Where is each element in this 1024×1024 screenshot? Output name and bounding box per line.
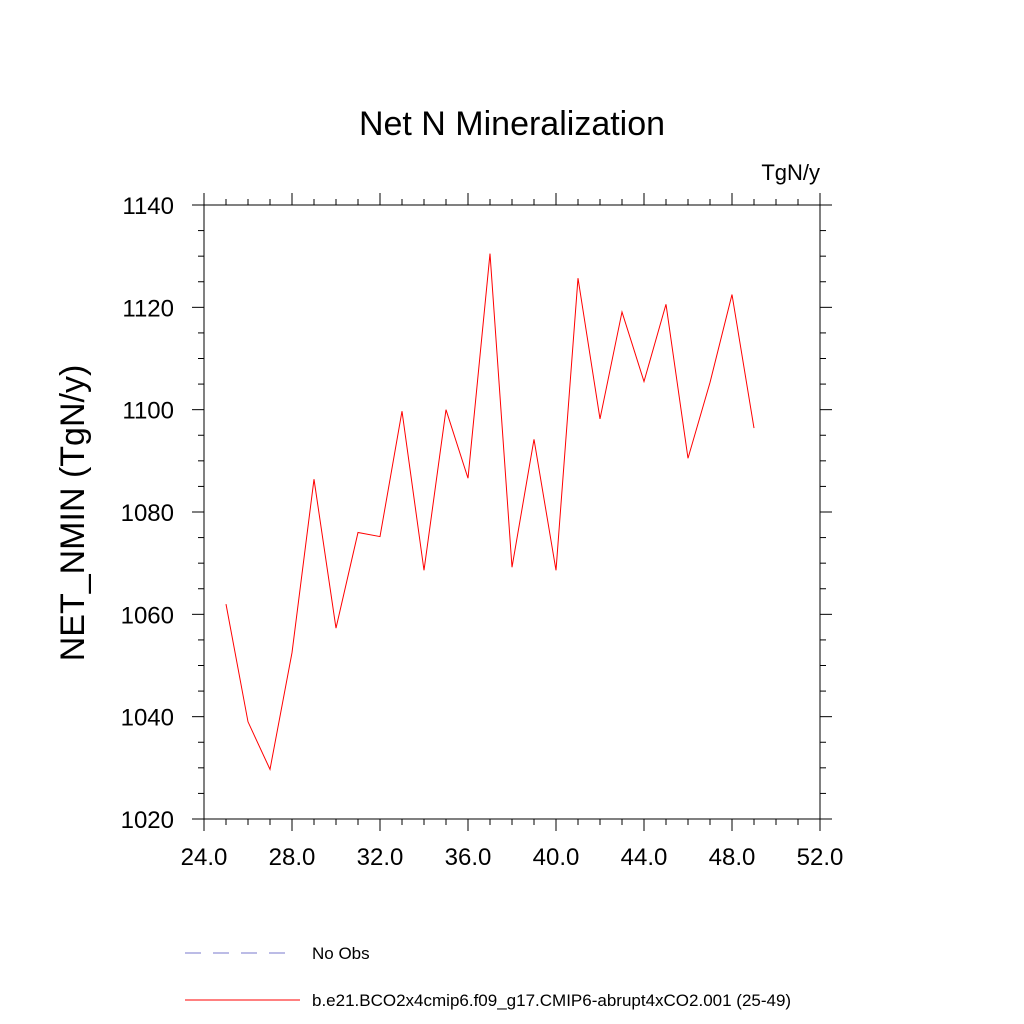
series-line-1 (225, 253, 755, 771)
x-tick-label: 32.0 (357, 844, 404, 871)
x-tick-label: 36.0 (445, 844, 492, 871)
plot-series (225, 253, 755, 771)
tick-labels: 24.0 28.0 32.0 36.0 40.0 44.0 48.0 52.0 1020 1040… (121, 193, 844, 871)
x-tick-label: 48.0 (709, 844, 756, 871)
y-tick-label: 1140 (122, 193, 174, 220)
y-tick-label: 1080 (121, 500, 174, 527)
units-label: TgN/y (761, 160, 820, 185)
y-tick-label: 1040 (121, 705, 174, 732)
chart-title: Net N Mineralization (359, 105, 665, 143)
legend-label-model: b.e21.BCO2x4cmip6.f09_g17.CMIP6-abrupt4x… (312, 991, 791, 1010)
y-tick-label: 1120 (122, 295, 174, 322)
axis-ticks (192, 193, 832, 831)
y-tick-label: 1020 (121, 807, 174, 834)
y-axis-label: NET_NMIN (TgN/y) (54, 365, 92, 662)
x-tick-label: 40.0 (533, 844, 580, 871)
plot-frame (203, 204, 821, 820)
x-tick-label: 24.0 (181, 844, 228, 871)
x-tick-label: 52.0 (797, 844, 844, 871)
x-tick-label: 44.0 (621, 844, 668, 871)
y-tick-label: 1100 (122, 398, 174, 425)
legend-label-no-obs: No Obs (312, 944, 370, 963)
legend: No Obs b.e21.BCO2x4cmip6.f09_g17.CMIP6-a… (185, 944, 791, 1010)
y-tick-label: 1060 (121, 602, 174, 629)
x-tick-label: 28.0 (269, 844, 316, 871)
